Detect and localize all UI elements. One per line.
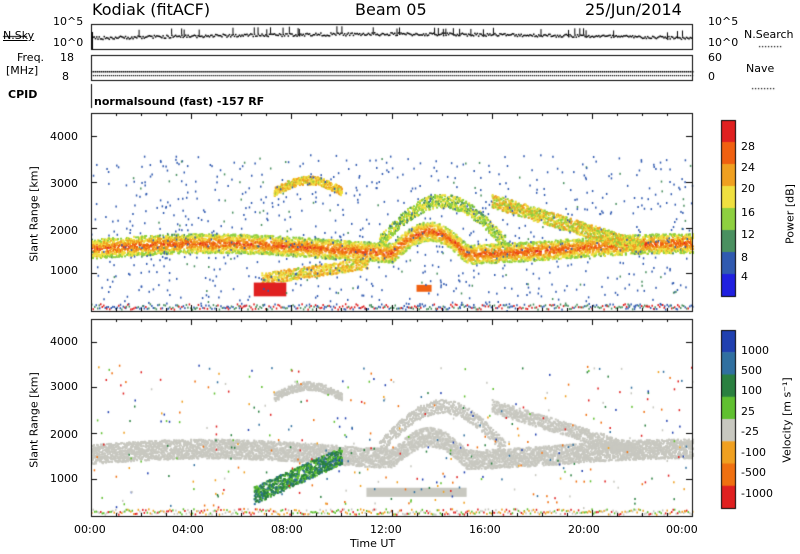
velocity-cbar-label: Velocity [m s⁻¹]: [780, 377, 794, 463]
xtick-6: 00:00: [666, 523, 698, 536]
xtick-0: 00:00: [74, 523, 106, 536]
power-cbar-tick-16: 16: [741, 206, 755, 219]
freq-unit-label: [MHz]: [6, 64, 39, 77]
beam-title: Beam 05: [355, 0, 427, 19]
cpid-mode: normalsound (fast) -157 RF: [94, 95, 265, 108]
nave-tick-low: 0: [708, 70, 715, 83]
freq-tick-high: 18: [60, 51, 74, 64]
freq-tick-low: 8: [62, 70, 69, 83]
velocity-cbar-tick-500: 500: [741, 364, 762, 377]
velocity-cbar-tick-neg1000: -1000: [741, 487, 773, 500]
velocity-cbar-tick-1000: 1000: [741, 344, 769, 357]
power-cbar-tick-8: 8: [741, 251, 748, 264]
power-cbar-label: Power [dB]: [783, 184, 797, 244]
velocity-cbar-tick-neg25: -25: [741, 425, 759, 438]
velocity-cbar-tick-neg500: -500: [741, 466, 766, 479]
nsky-tick-high: 10^5: [53, 15, 84, 28]
velocity-cbar-tick-100: 100: [741, 384, 762, 397]
power-cbar-tick-12: 12: [741, 228, 755, 241]
power-ytick-4000: 4000: [50, 130, 78, 143]
nave-label: Nave: [746, 62, 775, 75]
xtick-2: 08:00: [271, 523, 303, 536]
power-ytick-3000: 3000: [50, 177, 78, 190]
velocity-ylabel: Slant Range [km]: [27, 372, 41, 468]
xtick-1: 04:00: [172, 523, 204, 536]
power-cbar-tick-20: 20: [741, 182, 755, 195]
xtick-3: 12:00: [370, 523, 402, 536]
power-cbar-tick-24: 24: [741, 161, 755, 174]
power-cbar-tick-4: 4: [741, 270, 748, 283]
velocity-ytick-1000: 1000: [50, 472, 78, 485]
xtick-4: 16:00: [469, 523, 501, 536]
power-cbar-tick-28: 28: [741, 140, 755, 153]
power-ytick-1000: 1000: [50, 264, 78, 277]
cpid-label: CPID: [8, 88, 38, 101]
nsky-label: N.Sky: [3, 29, 35, 42]
xtick-5: 20:00: [568, 523, 600, 536]
date-title: 25/Jun/2014: [585, 0, 682, 19]
xaxis-label: Time UT: [350, 537, 396, 550]
nsearch-tick-low: 10^0: [708, 36, 739, 49]
station-title: Kodiak (fitACF): [92, 0, 211, 19]
freq-label: Freq.: [17, 51, 45, 64]
velocity-ytick-2000: 2000: [50, 428, 78, 441]
velocity-ytick-3000: 3000: [50, 380, 78, 393]
power-ytick-2000: 2000: [50, 224, 78, 237]
nsearch-tick-high: 10^5: [708, 15, 739, 28]
nave-tick-high: 60: [708, 51, 722, 64]
nsearch-label: N.Search: [744, 28, 794, 41]
velocity-ytick-4000: 4000: [50, 335, 78, 348]
nsky-tick-low: 10^0: [53, 36, 84, 49]
velocity-cbar-tick-neg100: -100: [741, 446, 766, 459]
velocity-cbar-tick-25: 25: [741, 405, 755, 418]
power-ylabel: Slant Range [km]: [27, 166, 41, 262]
